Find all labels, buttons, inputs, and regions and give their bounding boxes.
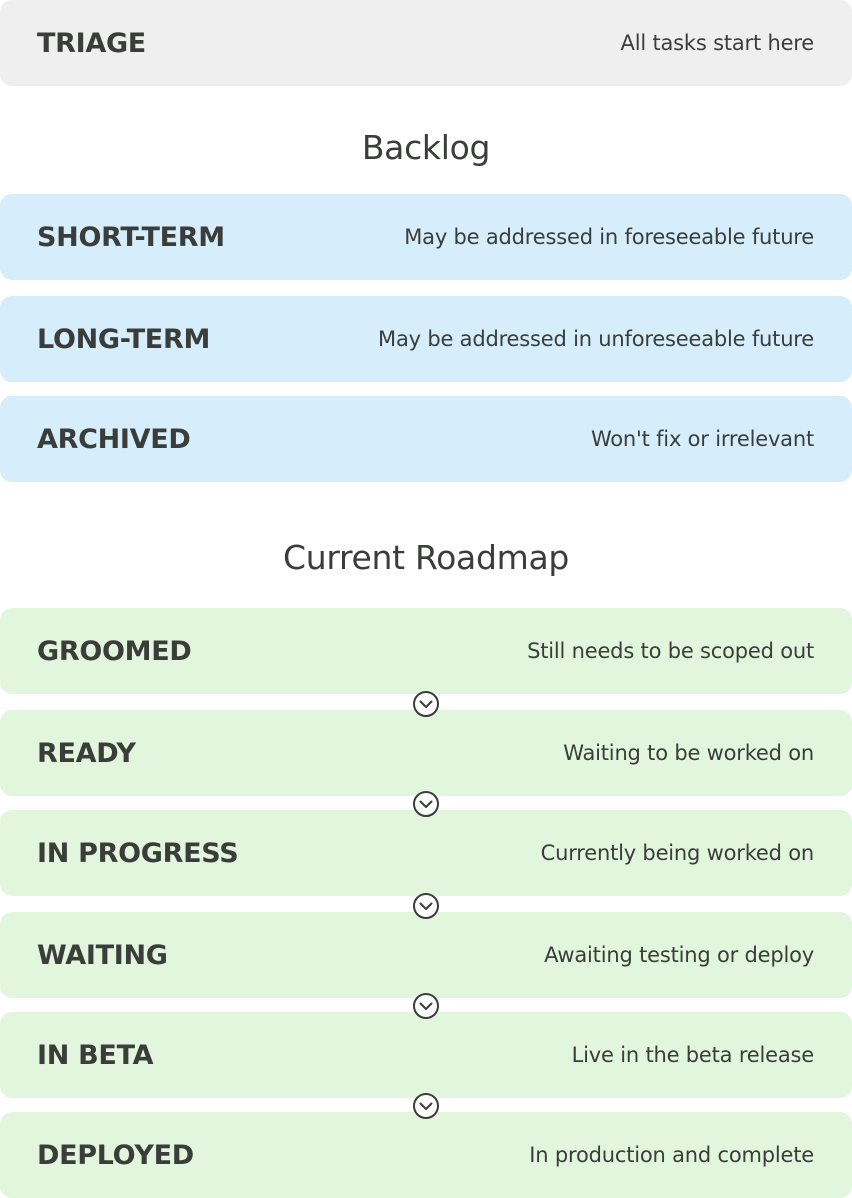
card-title: ARCHIVED bbox=[37, 423, 191, 455]
backlog-card-long-term: LONG-TERM May be addressed in unforeseea… bbox=[0, 296, 852, 382]
backlog-heading: Backlog bbox=[361, 128, 491, 167]
roadmap-card-deployed: DEPLOYED In production and complete bbox=[0, 1112, 852, 1198]
card-desc: May be addressed in foreseeable future bbox=[404, 225, 814, 249]
roadmap-card-ready: READY Waiting to be worked on bbox=[0, 710, 852, 796]
triage-title: TRIAGE bbox=[37, 27, 146, 59]
card-desc: Still needs to be scoped out bbox=[527, 639, 814, 663]
chevron-down-circle-icon bbox=[412, 992, 440, 1020]
card-desc: Currently being worked on bbox=[540, 841, 815, 865]
card-title: LONG-TERM bbox=[37, 323, 211, 355]
card-title: SHORT-TERM bbox=[37, 221, 225, 253]
roadmap-card-in-progress: IN PROGRESS Currently being worked on bbox=[0, 810, 852, 896]
card-desc: Waiting to be worked on bbox=[563, 741, 814, 765]
backlog-card-short-term: SHORT-TERM May be addressed in foreseeab… bbox=[0, 194, 852, 280]
chevron-down-circle-icon bbox=[412, 1092, 440, 1120]
roadmap-card-waiting: WAITING Awaiting testing or deploy bbox=[0, 912, 852, 998]
card-title: GROOMED bbox=[37, 635, 192, 667]
chevron-down-circle-icon bbox=[412, 892, 440, 920]
roadmap-heading: Current Roadmap bbox=[282, 538, 570, 577]
card-desc: May be addressed in unforeseeable future bbox=[378, 327, 814, 351]
card-title: IN BETA bbox=[37, 1039, 154, 1071]
card-title: WAITING bbox=[37, 939, 168, 971]
backlog-card-archived: ARCHIVED Won't fix or irrelevant bbox=[0, 396, 852, 482]
card-desc: Awaiting testing or deploy bbox=[544, 943, 814, 967]
triage-card: TRIAGE All tasks start here bbox=[0, 0, 852, 86]
roadmap-card-groomed: GROOMED Still needs to be scoped out bbox=[0, 608, 852, 694]
card-desc: Live in the beta release bbox=[571, 1043, 815, 1067]
roadmap-card-in-beta: IN BETA Live in the beta release bbox=[0, 1012, 852, 1098]
card-title: DEPLOYED bbox=[37, 1139, 194, 1171]
card-desc: In production and complete bbox=[529, 1143, 814, 1167]
chevron-down-circle-icon bbox=[412, 790, 440, 818]
chevron-down-circle-icon bbox=[412, 690, 440, 718]
card-desc: Won't fix or irrelevant bbox=[590, 427, 814, 451]
card-title: IN PROGRESS bbox=[37, 837, 239, 869]
card-title: READY bbox=[37, 737, 136, 769]
triage-desc: All tasks start here bbox=[620, 31, 815, 55]
